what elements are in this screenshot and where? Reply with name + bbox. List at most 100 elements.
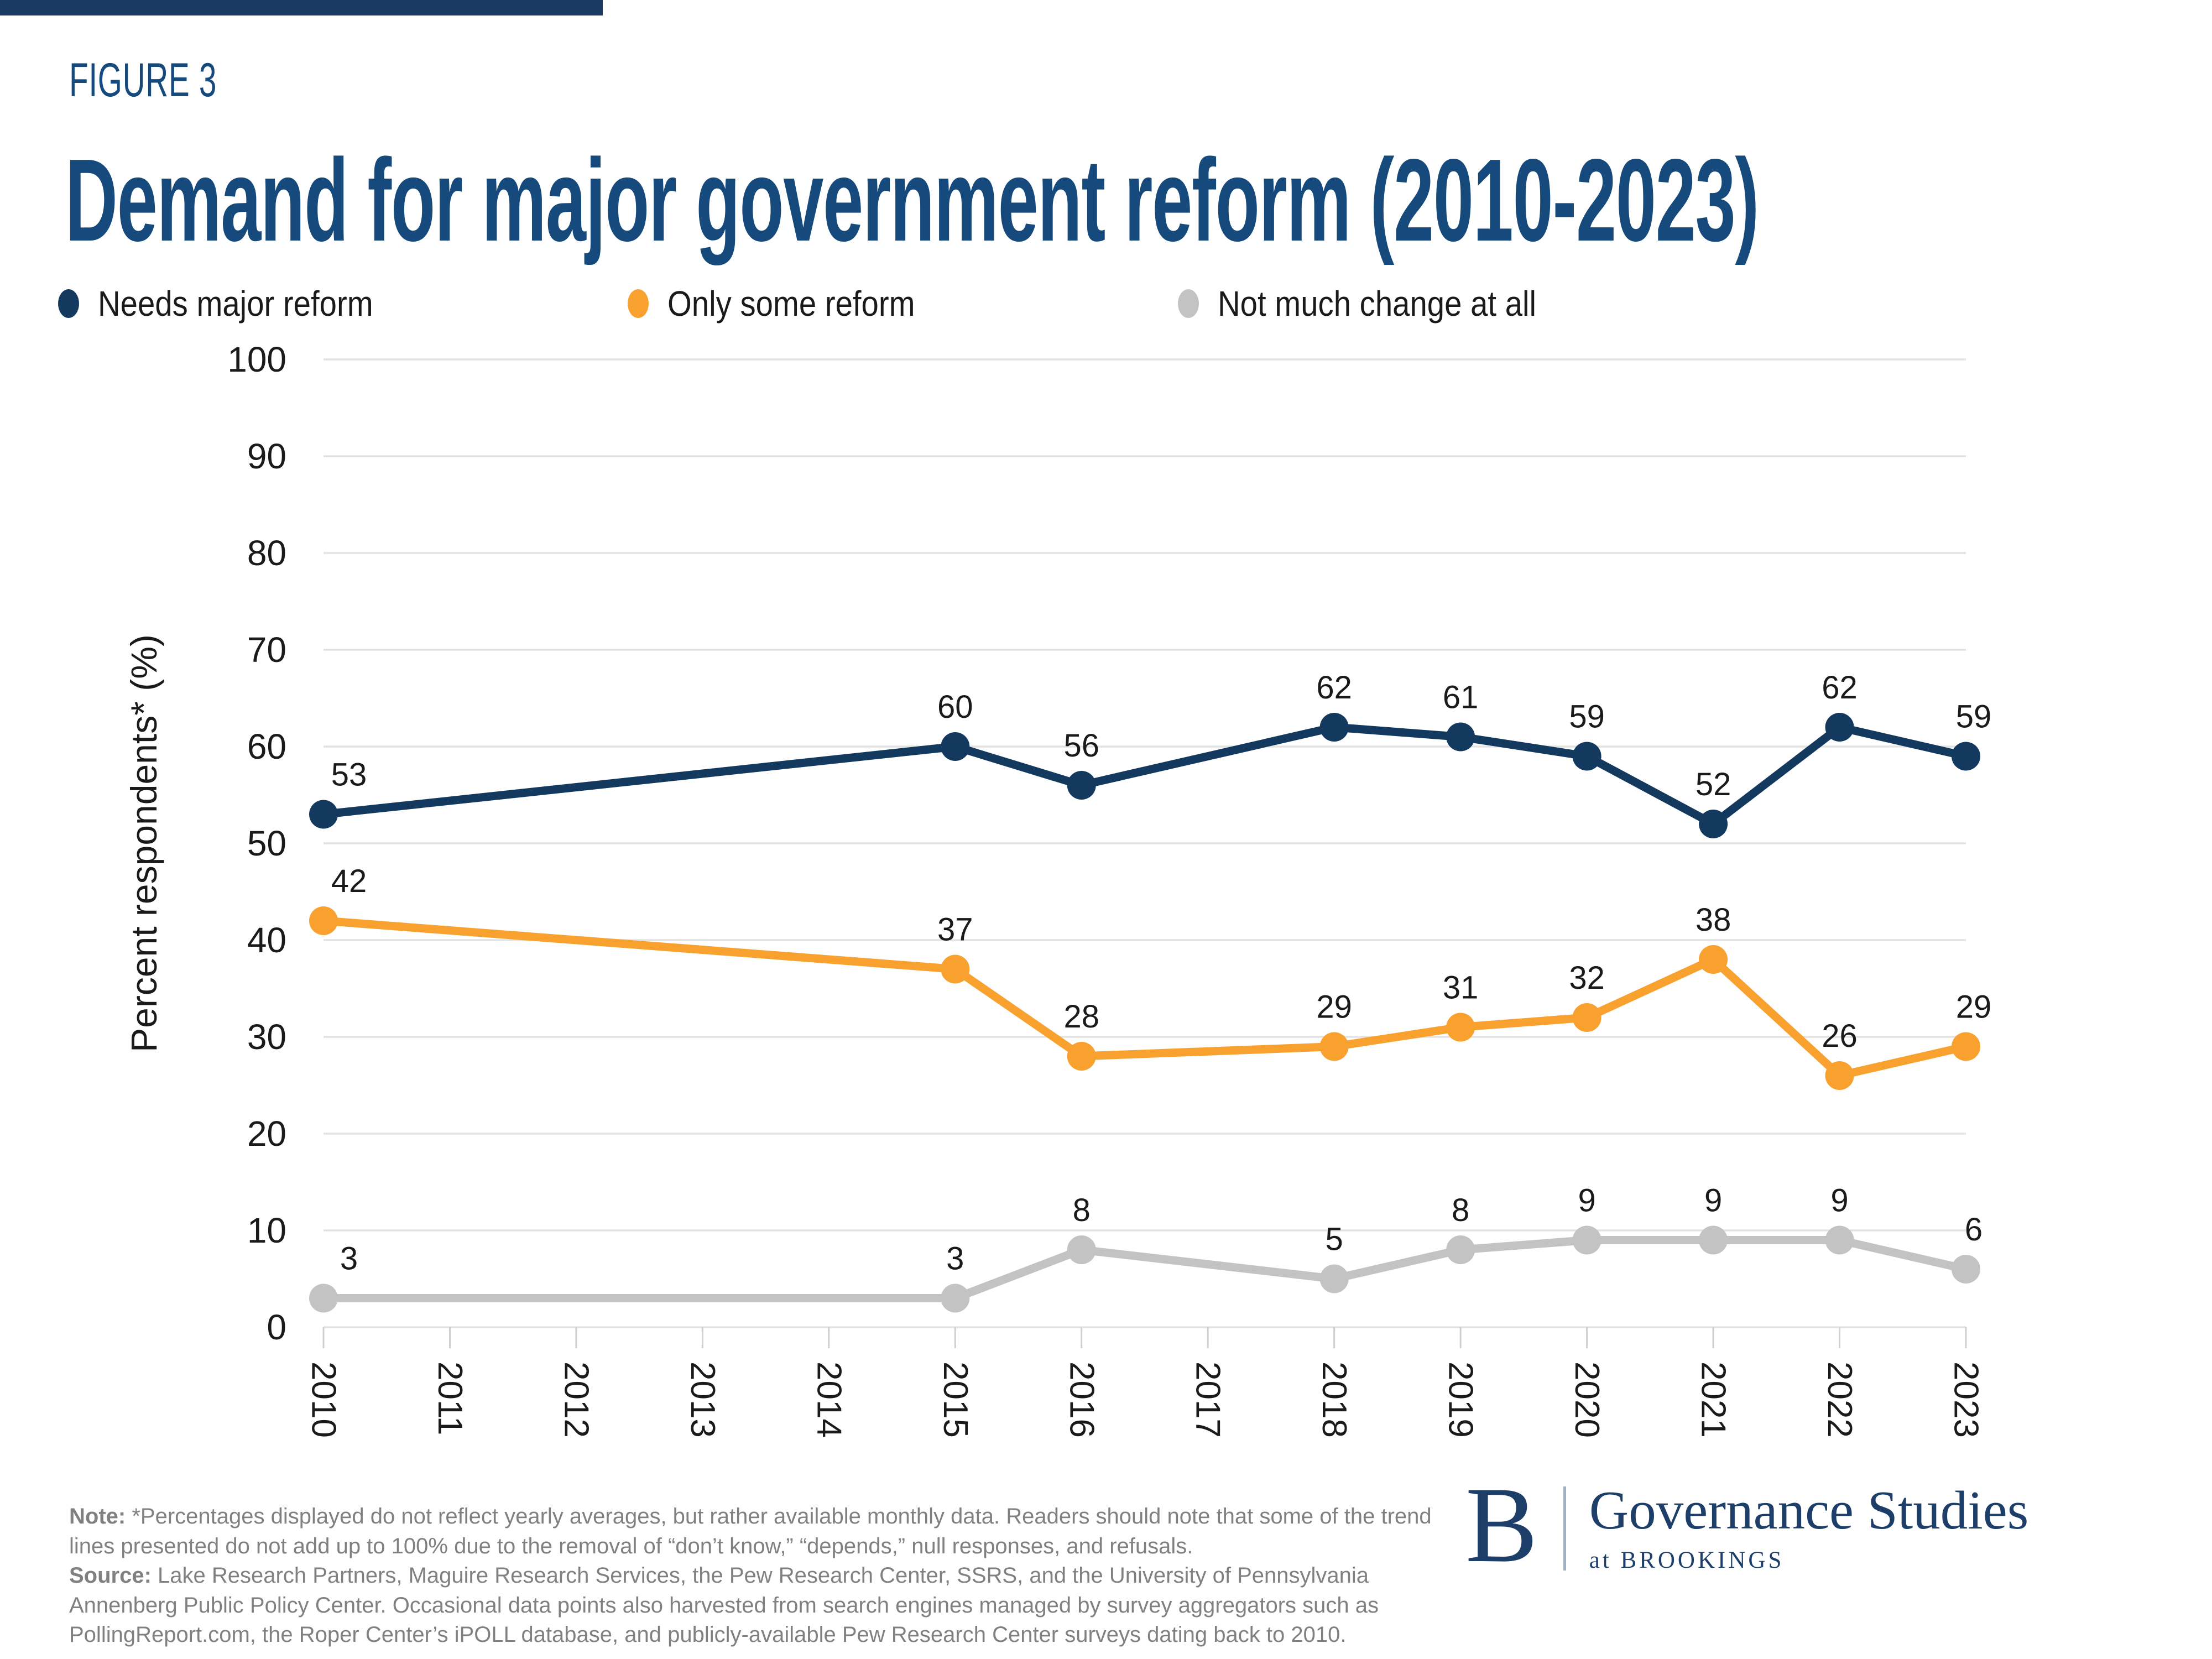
- y-tick-label: 20: [247, 1114, 286, 1154]
- data-label: 38: [1695, 902, 1731, 938]
- x-tick-label: 2016: [1062, 1361, 1100, 1438]
- brand-top-bar: [0, 0, 603, 15]
- data-point: [941, 732, 970, 761]
- data-point: [1446, 1235, 1475, 1264]
- x-tick-label: 2022: [1820, 1361, 1859, 1438]
- note-text: *Percentages displayed do not reflect ye…: [69, 1504, 1432, 1558]
- y-tick-label: 90: [247, 436, 286, 476]
- data-point: [1067, 1235, 1096, 1264]
- data-point: [941, 954, 970, 984]
- data-label: 32: [1569, 960, 1605, 996]
- data-point: [1572, 742, 1601, 771]
- legend-label: Not much change at all: [1218, 284, 1537, 324]
- data-label: 26: [1822, 1018, 1858, 1054]
- chart-legend: Needs major reform Only some reform Not …: [0, 283, 2212, 333]
- data-point: [1067, 1042, 1096, 1071]
- x-tick-label: 2013: [684, 1361, 722, 1438]
- data-point: [1825, 1225, 1854, 1255]
- data-point: [309, 1284, 338, 1313]
- data-point: [941, 1284, 970, 1313]
- x-tick-label: 2010: [305, 1361, 343, 1438]
- data-label: 56: [1064, 728, 1100, 764]
- x-tick-label: 2023: [1947, 1361, 1985, 1438]
- x-tick-label: 2017: [1189, 1361, 1227, 1438]
- y-tick-label: 30: [247, 1017, 286, 1057]
- x-tick-label: 2019: [1442, 1361, 1480, 1438]
- logo-divider: [1563, 1486, 1566, 1571]
- data-point: [1699, 945, 1728, 974]
- x-tick-label: 2011: [431, 1361, 469, 1435]
- x-tick-label: 2015: [936, 1361, 974, 1438]
- data-label: 8: [1073, 1192, 1091, 1228]
- data-label: 59: [1956, 699, 1992, 735]
- brookings-logo: B Governance Studies at BROOKINGS: [1465, 1465, 2029, 1585]
- data-label: 9: [1704, 1183, 1722, 1219]
- data-label: 29: [1956, 989, 1992, 1025]
- data-label: 60: [937, 689, 973, 725]
- x-tick-label: 2018: [1315, 1361, 1353, 1438]
- y-tick-label: 60: [247, 727, 286, 766]
- data-label: 8: [1452, 1192, 1469, 1228]
- x-tick-label: 2014: [810, 1361, 848, 1438]
- data-point: [309, 906, 338, 935]
- data-label: 59: [1569, 699, 1605, 735]
- data-point: [1572, 1003, 1601, 1032]
- brookings-monogram: B: [1465, 1465, 1538, 1585]
- source-line: Source: Lake Research Partners, Maguire …: [69, 1563, 1379, 1647]
- source-text: Lake Research Partners, Maguire Research…: [69, 1563, 1379, 1647]
- data-point: [1319, 1264, 1349, 1293]
- legend-item-needs-major-reform: Needs major reform: [58, 283, 411, 324]
- y-tick-label: 50: [247, 823, 286, 863]
- y-tick-label: 10: [247, 1211, 286, 1250]
- data-point: [1699, 810, 1728, 838]
- legend-dot-orange: [628, 289, 649, 318]
- data-point: [1952, 1255, 1980, 1284]
- note-label: Note:: [69, 1504, 126, 1528]
- y-tick-label: 80: [247, 533, 286, 573]
- data-label: 9: [1578, 1183, 1595, 1219]
- legend-item-not-much-change: Not much change at all: [1178, 283, 1580, 324]
- legend-item-only-some-reform: Only some reform: [628, 283, 949, 324]
- data-point: [1067, 771, 1096, 800]
- x-tick-label: 2021: [1694, 1361, 1733, 1438]
- data-point: [1952, 742, 1980, 771]
- legend-label: Only some reform: [667, 284, 915, 324]
- data-point: [1572, 1225, 1601, 1255]
- data-label: 3: [946, 1241, 964, 1277]
- legend-label: Needs major reform: [98, 284, 373, 324]
- y-tick-label: 0: [267, 1307, 286, 1347]
- logo-tagline: at BROOKINGS: [1589, 1547, 1785, 1573]
- data-label: 9: [1830, 1183, 1848, 1219]
- y-axis-title: Percent respondents* (%): [123, 634, 164, 1052]
- x-tick-label: 2020: [1568, 1361, 1606, 1438]
- y-tick-label: 70: [247, 630, 286, 670]
- data-point: [1952, 1032, 1980, 1061]
- data-point: [309, 800, 338, 829]
- data-point: [1446, 1013, 1475, 1042]
- x-tick-label: 2012: [557, 1361, 595, 1438]
- y-tick-label: 40: [247, 920, 286, 960]
- data-point: [1446, 722, 1475, 752]
- page-title: Demand for major government reform (2010…: [65, 134, 1759, 265]
- data-point: [1825, 1061, 1854, 1090]
- data-label: 61: [1443, 680, 1479, 716]
- data-label: 62: [1822, 670, 1858, 706]
- series-line: [319, 916, 1970, 1080]
- data-point: [1825, 713, 1854, 742]
- footnote: Note: *Percentages displayed do not refl…: [69, 1502, 1441, 1650]
- data-point: [1319, 713, 1349, 742]
- data-label: 6: [1965, 1212, 1983, 1248]
- note-line: Note: *Percentages displayed do not refl…: [69, 1504, 1432, 1558]
- logo-org-name: Governance Studies: [1589, 1480, 2029, 1541]
- source-label: Source:: [69, 1563, 152, 1588]
- data-label: 28: [1064, 999, 1100, 1035]
- data-label: 62: [1316, 670, 1352, 706]
- logo-wordmark: Governance Studies at BROOKINGS: [1589, 1483, 2029, 1574]
- legend-dot-navy: [58, 289, 79, 318]
- data-label: 37: [937, 912, 973, 948]
- data-label: 52: [1695, 766, 1731, 802]
- data-point: [1699, 1225, 1728, 1255]
- data-label: 29: [1316, 989, 1352, 1025]
- data-label: 53: [331, 757, 367, 793]
